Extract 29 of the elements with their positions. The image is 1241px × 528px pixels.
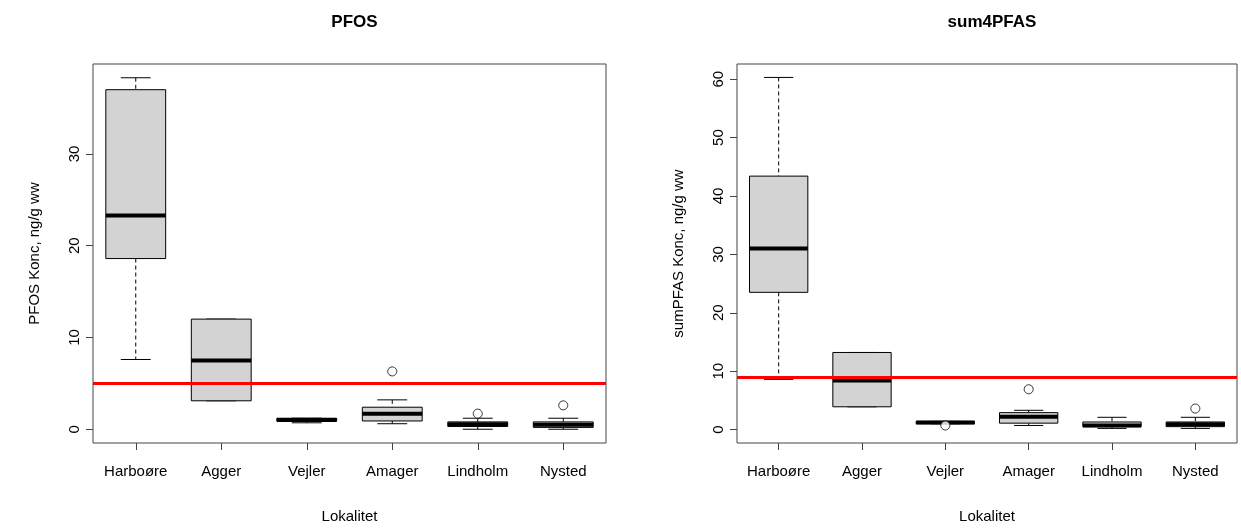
chart-title: PFOS: [331, 12, 378, 31]
y-tick-label: 50: [709, 129, 726, 146]
y-tick-label: 30: [65, 145, 82, 163]
y-axis-title: sumPFAS Konc, ng/g ww: [669, 169, 686, 338]
chart-title: sum4PFAS: [947, 12, 1037, 31]
y-tick-label: 30: [709, 246, 726, 263]
x-tick-label: Nysted: [1171, 462, 1219, 479]
x-tick-label: Amager: [365, 462, 419, 479]
x-tick-label: Lindholm: [447, 462, 509, 479]
x-tick-label: Vejler: [287, 462, 326, 479]
x-tick-label: Harboøre: [104, 462, 168, 479]
x-tick-label: Vejler: [926, 462, 965, 479]
y-tick-label: 40: [709, 187, 726, 205]
x-tick-label: Agger: [201, 462, 242, 479]
y-tick-label: 10: [709, 362, 726, 380]
y-tick-label: 10: [65, 329, 82, 346]
y-tick-label: 0: [65, 425, 82, 434]
x-axis-title: Lokalitet: [959, 507, 1016, 524]
x-tick-label: Harboøre: [746, 462, 811, 479]
y-tick-label: 0: [709, 425, 726, 434]
x-tick-label: Agger: [841, 462, 883, 479]
y-tick-label: 20: [65, 237, 82, 255]
x-tick-label: Nysted: [539, 462, 587, 479]
x-tick-label: Lindholm: [1081, 462, 1143, 479]
x-tick-label: Amager: [1002, 462, 1055, 479]
y-tick-label: 60: [709, 70, 726, 88]
x-axis-title: Lokalitet: [321, 507, 379, 524]
y-axis-title: PFOS Konc, ng/g ww: [25, 182, 42, 325]
y-tick-label: 20: [709, 304, 726, 322]
